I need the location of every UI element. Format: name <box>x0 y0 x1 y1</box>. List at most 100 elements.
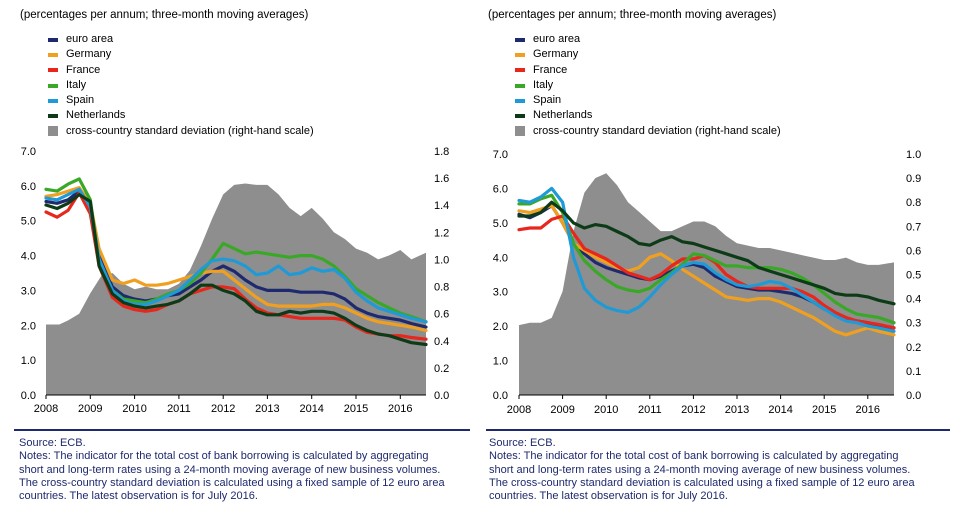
y-left-tick-label: 7.0 <box>493 149 508 161</box>
legend-label: Italy <box>533 78 554 91</box>
legend-item-std-dev: cross-country standard deviation (right-… <box>515 124 781 139</box>
y-right-tick-label: 0.7 <box>906 221 921 233</box>
y-left-tick-label: 3.0 <box>21 285 36 297</box>
source-note: Source: ECB. <box>19 437 86 449</box>
legend-item-france: France <box>48 63 314 78</box>
y-left-tick-label: 6.0 <box>21 181 36 193</box>
legend-item-germany: Germany <box>515 47 781 62</box>
y-left-tick-label: 0.0 <box>493 390 508 402</box>
legend-swatch <box>515 114 525 119</box>
y-right-tick-label: 0.2 <box>906 342 921 354</box>
legend-swatch <box>48 37 58 42</box>
series-line-italy <box>517 193 896 325</box>
legend-item-euro-area: euro area <box>48 32 314 47</box>
x-tick-label: 2013 <box>255 403 279 415</box>
notes-line: countries. The latest observation is for… <box>19 490 258 503</box>
legend-item-italy: Italy <box>515 78 781 93</box>
legend-swatch <box>48 98 58 103</box>
x-tick-label: 2015 <box>812 404 836 416</box>
y-right-tick-label: 1.2 <box>434 227 449 239</box>
legend-item-netherlands: Netherlands <box>515 108 781 123</box>
legend-label: cross-country standard deviation (right-… <box>66 124 314 137</box>
x-tick-label: 2013 <box>725 404 749 416</box>
y-left-tick-label: 4.0 <box>21 251 36 263</box>
series-line-germany <box>517 204 896 337</box>
notes-line: short and long-term rates using a 24-mon… <box>19 463 441 476</box>
divider-rule <box>486 429 950 431</box>
legend-swatch <box>515 37 525 42</box>
chart-plot-right: 0.0 1.0 2.0 3.0 4.0 5.0 6.0 7.0 0.0 0.1 0.2 0.3 0.4 0… <box>493 149 922 416</box>
y-right-tick-label: 0.6 <box>906 245 921 257</box>
x-tick-label: 2014 <box>299 403 323 415</box>
legend: euro area Germany France Italy Spain Net… <box>515 32 781 139</box>
series-line-germany <box>44 186 428 333</box>
y-right-tick-label: 0.6 <box>434 309 449 321</box>
chart-panel-right: (percentages per annum; three-month movi… <box>482 0 954 508</box>
x-tick-label: 2009 <box>78 403 102 415</box>
x-tick-label: 2008 <box>507 404 531 416</box>
x-tick-label: 2011 <box>167 403 191 415</box>
y-left-tick-label: 1.0 <box>21 355 36 367</box>
legend-item-std-dev: cross-country standard deviation (right-… <box>48 124 314 139</box>
y-left-tick-label: 2.0 <box>493 321 508 333</box>
legend-label: Germany <box>533 48 579 61</box>
legend-swatch <box>48 68 58 73</box>
chart-subtitle: (percentages per annum; three-month movi… <box>20 9 309 21</box>
series-line-netherlands <box>517 200 896 306</box>
y-left-tick-label: 5.0 <box>493 218 508 230</box>
legend-item-france: France <box>515 63 781 78</box>
legend-swatch <box>515 68 525 73</box>
y-right-tick-label: 1.6 <box>434 173 449 185</box>
x-tick-label: 2008 <box>34 403 58 415</box>
y-right-tick-label: 0.9 <box>906 173 921 185</box>
y-left-tick-label: 5.0 <box>21 216 36 228</box>
legend-item-italy: Italy <box>48 78 314 93</box>
y-right-tick-label: 0.2 <box>434 363 449 375</box>
notes-line: countries. The latest observation is for… <box>489 490 728 503</box>
legend-swatch <box>515 52 525 57</box>
y-right-tick-label: 1.4 <box>434 200 449 212</box>
y-right-tick-label: 1.8 <box>434 146 449 158</box>
legend-item-netherlands: Netherlands <box>48 108 314 123</box>
x-tick-label: 2015 <box>344 403 368 415</box>
divider-rule <box>14 429 470 431</box>
legend-swatch <box>48 126 58 137</box>
y-left-tick-label: 7.0 <box>21 146 36 158</box>
series-line-spain <box>517 186 896 333</box>
y-right-tick-label: 0.4 <box>906 294 921 306</box>
chart-notes: Source: ECB. Notes: The indicator for th… <box>489 437 944 503</box>
notes-line: short and long-term rates using a 24-mon… <box>489 463 911 476</box>
legend-label: France <box>533 63 568 76</box>
legend-label: euro area <box>66 33 114 45</box>
y-right-tick-label: 0.8 <box>434 282 449 294</box>
y-right-tick-label: 1.0 <box>434 254 449 266</box>
y-left-tick-label: 3.0 <box>493 287 508 299</box>
legend-label: Germany <box>66 48 112 61</box>
legend-label: euro area <box>533 33 581 45</box>
y-right-tick-label: 0.0 <box>906 390 921 402</box>
legend-swatch <box>515 98 525 103</box>
legend-swatch <box>48 114 58 119</box>
legend-swatch <box>48 83 58 88</box>
x-tick-label: 2010 <box>122 403 146 415</box>
y-left-tick-label: 4.0 <box>493 252 508 264</box>
legend-label: Italy <box>66 78 87 91</box>
legend-swatch <box>515 83 525 88</box>
legend: euro area Germany France Italy Spain Net… <box>48 32 314 139</box>
y-left-tick-label: 6.0 <box>493 183 508 195</box>
y-left-tick-label: 1.0 <box>493 356 508 368</box>
chart-notes: Source: ECB. Notes: The indicator for th… <box>19 437 469 503</box>
y-left-tick-label: 0.0 <box>21 390 36 402</box>
chart-panel-left: (percentages per annum; three-month movi… <box>0 0 472 508</box>
legend-label: France <box>66 63 101 76</box>
x-tick-label: 2016 <box>388 403 412 415</box>
legend-label: Spain <box>533 94 562 107</box>
x-tick-label: 2016 <box>856 404 880 416</box>
series-line-spain <box>44 187 428 324</box>
legend-swatch <box>515 126 525 137</box>
x-tick-label: 2012 <box>211 403 235 415</box>
x-tick-label: 2012 <box>681 404 705 416</box>
notes-line: Notes: The indicator for the total cost … <box>19 450 429 463</box>
series-line-netherlands <box>44 193 428 347</box>
chart-plot-left: 0.0 1.0 2.0 3.0 4.0 5.0 6.0 7.0 0.0 0.2 0.4 0.6 0.8 1… <box>21 146 450 415</box>
